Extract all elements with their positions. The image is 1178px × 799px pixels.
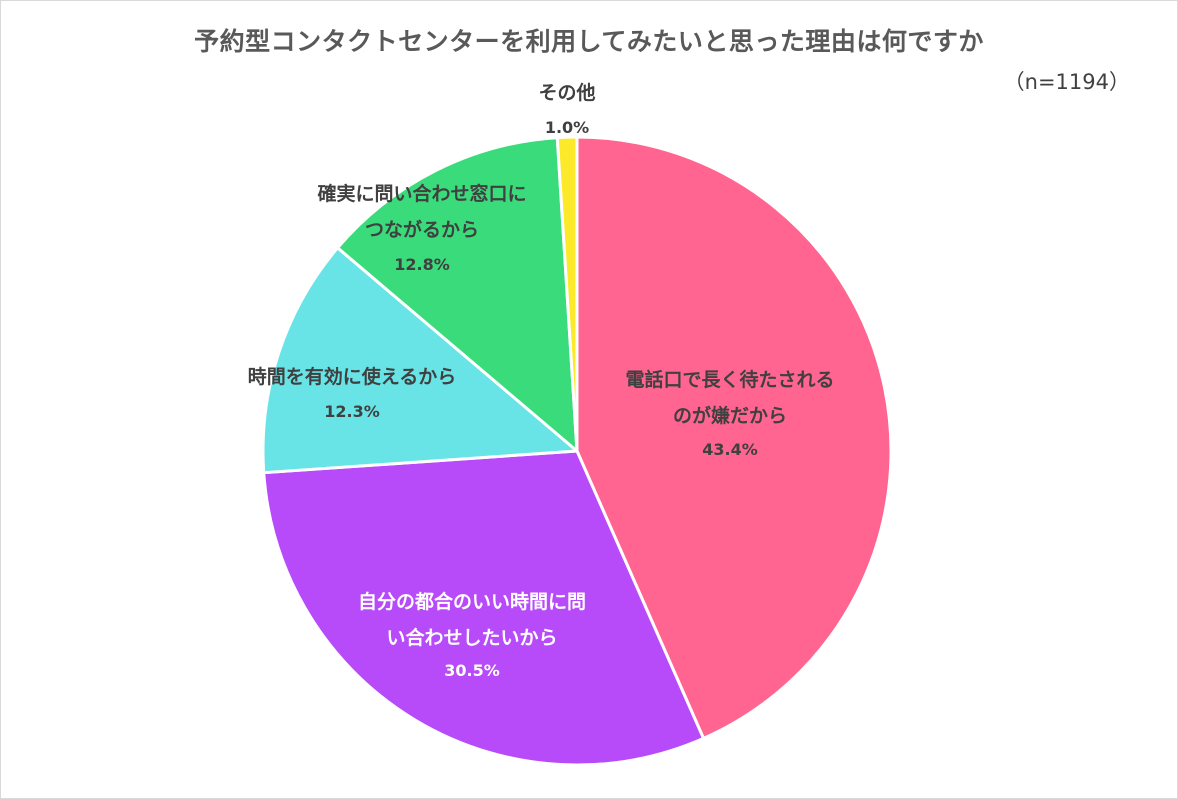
slice-value-3: 12.3% [324, 402, 380, 421]
chart-subtitle: （n=1194） [1003, 70, 1130, 94]
slice-value-5: 1.0% [545, 118, 589, 137]
pie-slice-1 [575, 135, 893, 740]
slice-value-2: 30.5% [444, 661, 500, 680]
pie-slice-3 [261, 246, 579, 475]
slice-label-2-line-2: い合わせしたいから [386, 626, 557, 649]
pie-slice-2 [262, 449, 706, 767]
slice-label-5-line-1: その他 [538, 81, 595, 104]
slice-label-2-line-1: 自分の都合のいい時間に問 [358, 590, 586, 613]
slice-value-1: 43.4% [702, 440, 758, 459]
slice-label-1-line-2: のが嫌だから [673, 404, 787, 427]
slice-label-4-line-1: 確実に問い合わせ窓口に [317, 182, 526, 205]
slice-value-4: 12.8% [394, 255, 450, 274]
pie-slice-5 [555, 135, 579, 453]
chart-title: 予約型コンタクトセンターを利用してみたいと思った理由は何ですか [194, 27, 984, 56]
slice-label-4-line-2: つながるから [365, 218, 479, 241]
slice-label-1-line-1: 電話口で長く待たされる [625, 368, 834, 391]
pie-slice-4 [336, 136, 579, 453]
slice-label-3-line-1: 時間を有効に使えるから [248, 365, 456, 388]
